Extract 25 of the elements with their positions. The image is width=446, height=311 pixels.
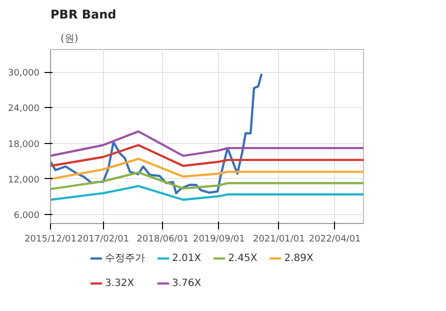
y-tick-label: 18,000	[8, 140, 40, 150]
x-tick-label: 2015/12/01	[24, 234, 76, 244]
legend-label: 2.01X	[172, 252, 202, 264]
x-tick-label: 2017/02/01	[77, 234, 130, 244]
chart-title: PBR Band	[50, 8, 116, 22]
y-tick-label: 6,000	[14, 211, 40, 222]
y-axis-title: (원)	[60, 34, 78, 44]
line-series	[50, 158, 364, 180]
legend-label: 수정주가	[105, 252, 145, 265]
line-series	[50, 144, 364, 167]
legend-label: 3.76X	[172, 277, 202, 289]
y-tick-label: 12,000	[8, 175, 40, 186]
line-series	[50, 130, 364, 157]
x-tick-label: 2021/01/01	[252, 234, 305, 244]
x-tick-label: 2022/04/01	[308, 234, 361, 244]
line-series	[50, 72, 263, 194]
x-tick-label: 2018/06/01	[136, 234, 189, 244]
y-tick-label: 24,000	[8, 104, 40, 114]
legend-label: 2.89X	[284, 252, 314, 264]
legend-label: 2.45X	[228, 252, 258, 264]
line-series	[50, 171, 364, 190]
y-tick-label: 30,000	[8, 68, 40, 79]
legend-label: 3.32X	[105, 277, 134, 289]
line-series	[50, 184, 364, 201]
x-tick-label: 2019/09/01	[192, 234, 245, 244]
